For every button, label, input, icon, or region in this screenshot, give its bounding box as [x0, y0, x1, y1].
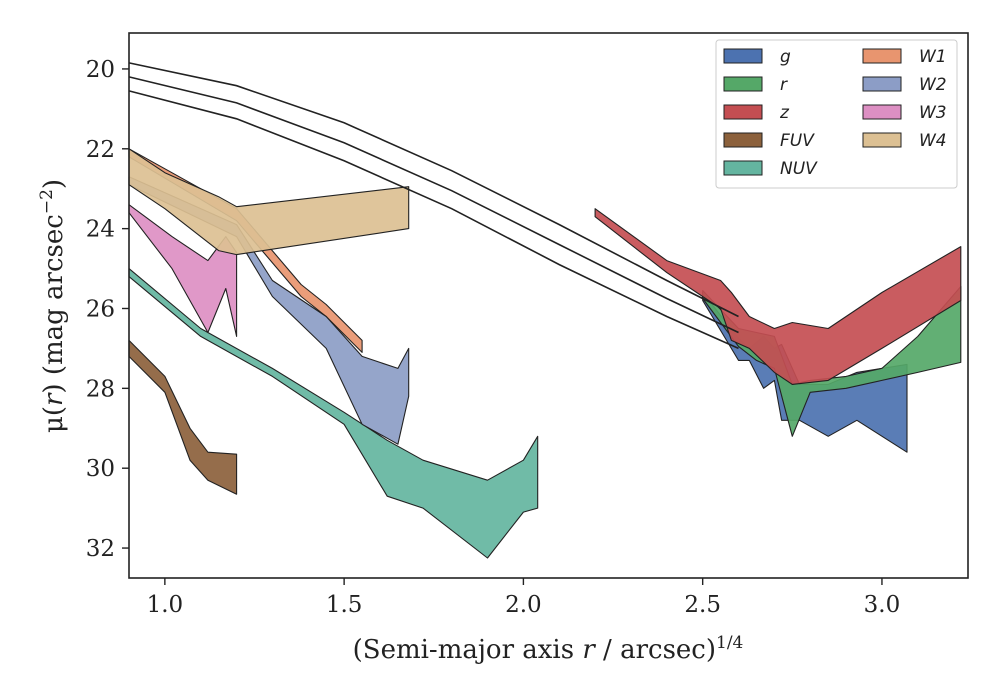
- x-axis-label: (Semi-major axis r / arcsec)1/4: [353, 633, 744, 665]
- y-tick-label: 28: [86, 376, 115, 402]
- legend-swatch-g: [723, 48, 763, 64]
- legend-swatch-nuv: [723, 160, 763, 176]
- x-tick-label: 1.0: [147, 592, 184, 618]
- x-tick-label: 1.5: [326, 592, 363, 618]
- legend-label-nuv: NUV: [780, 159, 818, 179]
- y-tick-label: 26: [86, 296, 115, 322]
- band-w3: [128, 204, 238, 337]
- x-tick-label: 2.5: [684, 592, 721, 618]
- legend-swatch-z: [723, 104, 763, 120]
- legend-label-fuv: FUV: [780, 131, 815, 151]
- legend-label-g: g: [780, 47, 791, 67]
- legend-label-w2: W2: [919, 75, 947, 95]
- legend: grz FUV NUV W1 W2 W3 W4: [715, 39, 958, 189]
- x-tick-label: 2.0: [505, 592, 542, 618]
- y-axis: 20 22 24 26 28 30 32: [86, 57, 129, 562]
- legend-label-z: z: [779, 103, 790, 123]
- legend-label-w1: W1: [919, 47, 947, 67]
- y-axis-label: μ(r) (mag arcsec−2): [37, 179, 69, 433]
- legend-swatch-w4: [862, 132, 902, 148]
- legend-label-w3: W3: [919, 103, 947, 123]
- legend-swatch-w3: [862, 104, 902, 120]
- legend-swatch-fuv: [723, 132, 763, 148]
- legend-swatch-w1: [862, 48, 902, 64]
- band-w4: [128, 148, 410, 256]
- plot-frame: [128, 32, 969, 579]
- band-nuv: [128, 268, 539, 559]
- legend-label-w4: W4: [919, 131, 947, 151]
- y-tick-label: 30: [86, 456, 115, 482]
- model-curve-2: [128, 76, 739, 334]
- y-tick-label: 20: [86, 57, 115, 83]
- legend-swatch-w2: [862, 76, 902, 92]
- model-curve-layer: [128, 62, 739, 350]
- x-tick-label: 3.0: [864, 592, 901, 618]
- band-layer: [128, 148, 962, 559]
- y-tick-label: 22: [86, 137, 115, 163]
- band-fuv: [128, 339, 238, 495]
- model-curve-3: [128, 90, 739, 350]
- y-tick-label: 24: [86, 217, 115, 243]
- legend-label-r: r: [780, 75, 788, 95]
- model-curve-1: [128, 62, 739, 318]
- y-tick-label: 32: [86, 536, 115, 562]
- legend-swatch-r: [723, 76, 763, 92]
- band-z: [594, 208, 962, 385]
- x-axis: 1.0 1.5 2.0 2.5 3.0: [147, 578, 901, 618]
- band-w2: [128, 176, 410, 445]
